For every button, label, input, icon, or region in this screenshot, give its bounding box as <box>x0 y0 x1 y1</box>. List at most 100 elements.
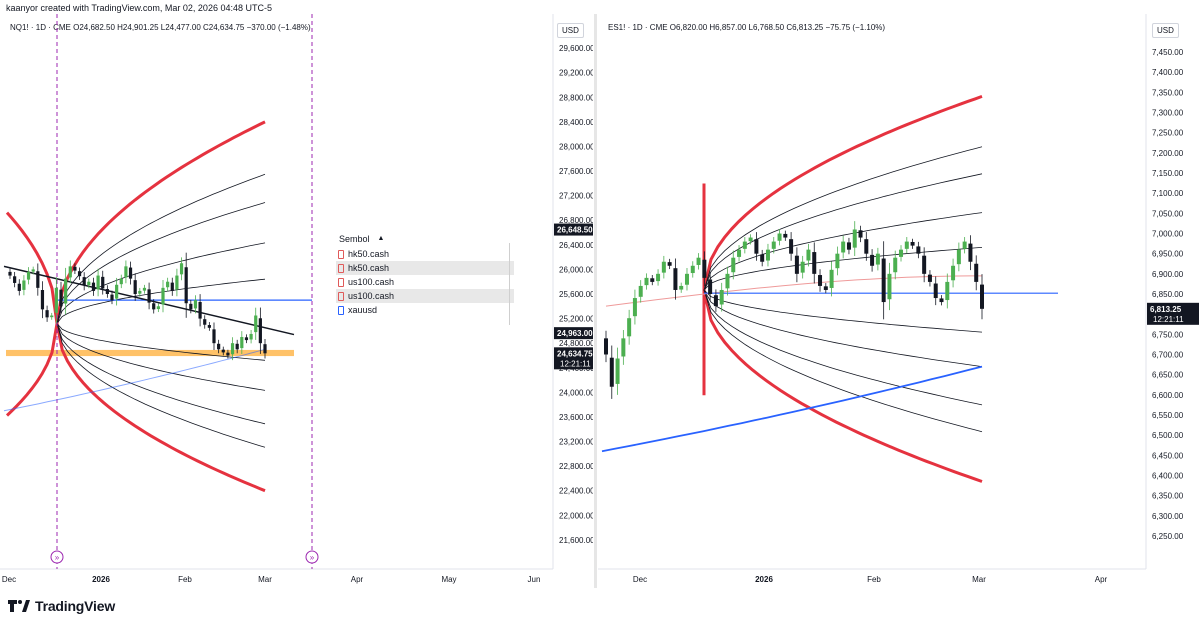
price-tick-label: 7,100.00 <box>1152 189 1184 198</box>
symbol-panel[interactable]: Sembol ▲ hk50.cash hk50.cash us100.cash us1… <box>336 231 514 325</box>
candle-body <box>922 255 927 274</box>
candle-body <box>765 249 770 261</box>
chart-pane-nq[interactable]: NQ1! · 1D · CME O24,682.50 H24,901.25 L2… <box>0 14 593 588</box>
ema-line <box>605 275 982 307</box>
candle-body <box>45 310 49 318</box>
date-tick-label: Mar <box>258 575 272 584</box>
currency-label[interactable]: USD <box>557 23 584 38</box>
symbol-row[interactable]: us100.cash <box>336 289 514 303</box>
parabola-outer-line <box>5 323 266 493</box>
price-tick-label: 28,000.00 <box>559 142 593 151</box>
es-chart-svg[interactable]: 7,450.00 7,400.00 7,350.00 7,300.00 7,250.00… <box>598 14 1200 588</box>
candle-body <box>904 241 909 249</box>
candle-body <box>133 280 137 294</box>
candle-body <box>54 287 58 313</box>
price-badge-bg <box>554 327 593 340</box>
candle-body <box>818 275 823 286</box>
candle-body <box>254 315 258 333</box>
price-badge-bg <box>1147 302 1199 325</box>
price-tick-label: 6,400.00 <box>1152 471 1184 480</box>
candle-body <box>110 294 114 301</box>
price-tick-label: 6,300.00 <box>1152 512 1184 521</box>
candle-body <box>893 257 898 273</box>
symbol-row[interactable]: hk50.cash <box>336 247 514 261</box>
candle-body <box>36 271 40 288</box>
candle-body <box>708 279 713 294</box>
candle-body <box>138 290 142 294</box>
tradingview-logo-text: TradingView <box>35 598 116 614</box>
tradingview-logo-icon <box>8 600 30 612</box>
candle-body <box>604 338 608 355</box>
candle-body <box>771 241 776 249</box>
price-tick-label: 7,400.00 <box>1152 68 1184 77</box>
candle-body <box>846 242 851 250</box>
candle-body <box>737 249 742 257</box>
candle-body <box>927 274 932 282</box>
symbol-row[interactable]: us100.cash <box>336 275 514 289</box>
candle-body <box>702 259 707 278</box>
candle-body <box>152 303 156 310</box>
candle-body <box>864 239 869 254</box>
candle-body <box>835 253 840 269</box>
nq-chart-svg[interactable]: 29,600.00 29,200.00 28,800.00 28,400.00 28,0… <box>0 14 593 588</box>
date-tick-label: 2026 <box>92 575 110 584</box>
candle-body <box>142 287 147 291</box>
candle-body <box>910 241 915 246</box>
pane-divider[interactable] <box>594 14 597 588</box>
symbol-name: us100.cash <box>348 291 395 301</box>
candle-body <box>156 306 160 310</box>
candle-body <box>673 268 678 290</box>
symbol-name: hk50.cash <box>348 263 390 273</box>
price-tick-label: 6,700.00 <box>1152 350 1184 359</box>
sort-up-icon[interactable]: ▲ <box>377 235 385 242</box>
price-badge-text: 24,634.75 <box>557 349 593 358</box>
price-tick-label: 23,200.00 <box>559 438 593 447</box>
chart-pane-es[interactable]: ES1! · 1D · CME O6,820.00 H6,857.00 L6,7… <box>598 14 1200 588</box>
symbol-row[interactable]: hk50.cash <box>336 261 514 275</box>
price-tick-label: 6,900.00 <box>1152 270 1184 279</box>
candle-body <box>13 276 17 283</box>
date-tick-label: Feb <box>867 575 881 584</box>
candle-body <box>760 254 765 262</box>
date-tick-label: Dec <box>633 575 647 584</box>
price-tick-label: 28,800.00 <box>559 93 593 102</box>
symbol-row[interactable]: xauusd <box>336 303 514 317</box>
parabola-outer-line <box>702 289 983 483</box>
symbol-panel-scrollbar[interactable] <box>509 243 510 325</box>
time-marker-icon <box>305 550 319 564</box>
candle-body <box>951 265 956 281</box>
price-tick-label: 6,600.00 <box>1152 391 1184 400</box>
price-tick-label: 24,000.00 <box>559 388 593 397</box>
date-tick-label: Mar <box>972 575 986 584</box>
parabola-fan-line <box>703 289 983 333</box>
candle-body <box>679 285 684 290</box>
price-tick-label: 7,000.00 <box>1152 230 1184 239</box>
price-tick-label: 21,600.00 <box>559 536 593 545</box>
candle-body <box>26 271 31 280</box>
candle-body <box>933 283 938 299</box>
candle-body <box>124 266 128 278</box>
date-tick-label: 2026 <box>755 575 773 584</box>
candle-body <box>968 243 973 262</box>
pane-legend: NQ1! · 1D · CME O24,682.50 H24,901.25 L2… <box>10 23 311 32</box>
time-marker-icon <box>50 550 64 564</box>
candle-body <box>632 298 637 317</box>
price-badge: 26,648.50 <box>554 223 593 236</box>
candle-body <box>64 278 68 304</box>
parabola-fan-line <box>703 212 983 291</box>
symbol-panel-header[interactable]: Sembol ▲ <box>336 231 514 247</box>
time-marker-arrow: » <box>310 553 315 562</box>
price-tick-label: 6,350.00 <box>1152 492 1184 501</box>
candle-body <box>101 276 105 289</box>
currency-label[interactable]: USD <box>1152 23 1179 38</box>
price-tick-label: 25,600.00 <box>559 290 593 299</box>
symbol-column-header[interactable]: Sembol <box>339 234 370 244</box>
candle-body <box>615 358 620 384</box>
candle-body <box>858 230 863 238</box>
symbol-file-icon <box>338 277 344 287</box>
candle-body <box>235 343 239 350</box>
candle-body <box>249 333 253 340</box>
price-tick-label: 7,450.00 <box>1152 48 1184 57</box>
price-badge-text: 26,648.50 <box>557 226 593 235</box>
